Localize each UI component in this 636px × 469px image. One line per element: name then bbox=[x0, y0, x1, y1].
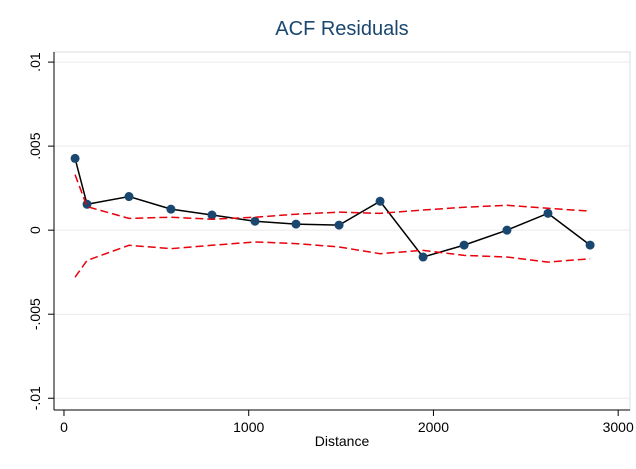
point bbox=[502, 225, 512, 235]
y-tick-label: .01 bbox=[27, 52, 43, 72]
x-tick-label: 0 bbox=[60, 419, 68, 435]
x-tick-label: 1000 bbox=[233, 419, 264, 435]
x-tick-label: 3000 bbox=[603, 419, 634, 435]
x-tick-label: 2000 bbox=[418, 419, 449, 435]
series-line bbox=[74, 174, 591, 220]
point bbox=[375, 196, 385, 206]
point bbox=[543, 208, 553, 218]
point bbox=[334, 220, 344, 230]
y-tick-label: -.01 bbox=[27, 386, 43, 410]
y-tick-label: 0 bbox=[27, 226, 43, 234]
point bbox=[250, 216, 260, 226]
point bbox=[418, 252, 428, 262]
chart-title: ACF Residuals bbox=[275, 18, 408, 40]
point bbox=[70, 153, 80, 163]
plot-area bbox=[53, 51, 631, 411]
point bbox=[124, 192, 134, 202]
point bbox=[291, 219, 301, 229]
series-line bbox=[74, 158, 591, 258]
y-tick-label: .005 bbox=[27, 132, 43, 159]
x-axis-label: Distance bbox=[315, 433, 370, 449]
point bbox=[207, 210, 217, 220]
y-tick-label: -.005 bbox=[27, 298, 43, 330]
point bbox=[459, 240, 469, 250]
point bbox=[585, 240, 595, 250]
series-line bbox=[74, 241, 591, 278]
point bbox=[166, 204, 176, 214]
